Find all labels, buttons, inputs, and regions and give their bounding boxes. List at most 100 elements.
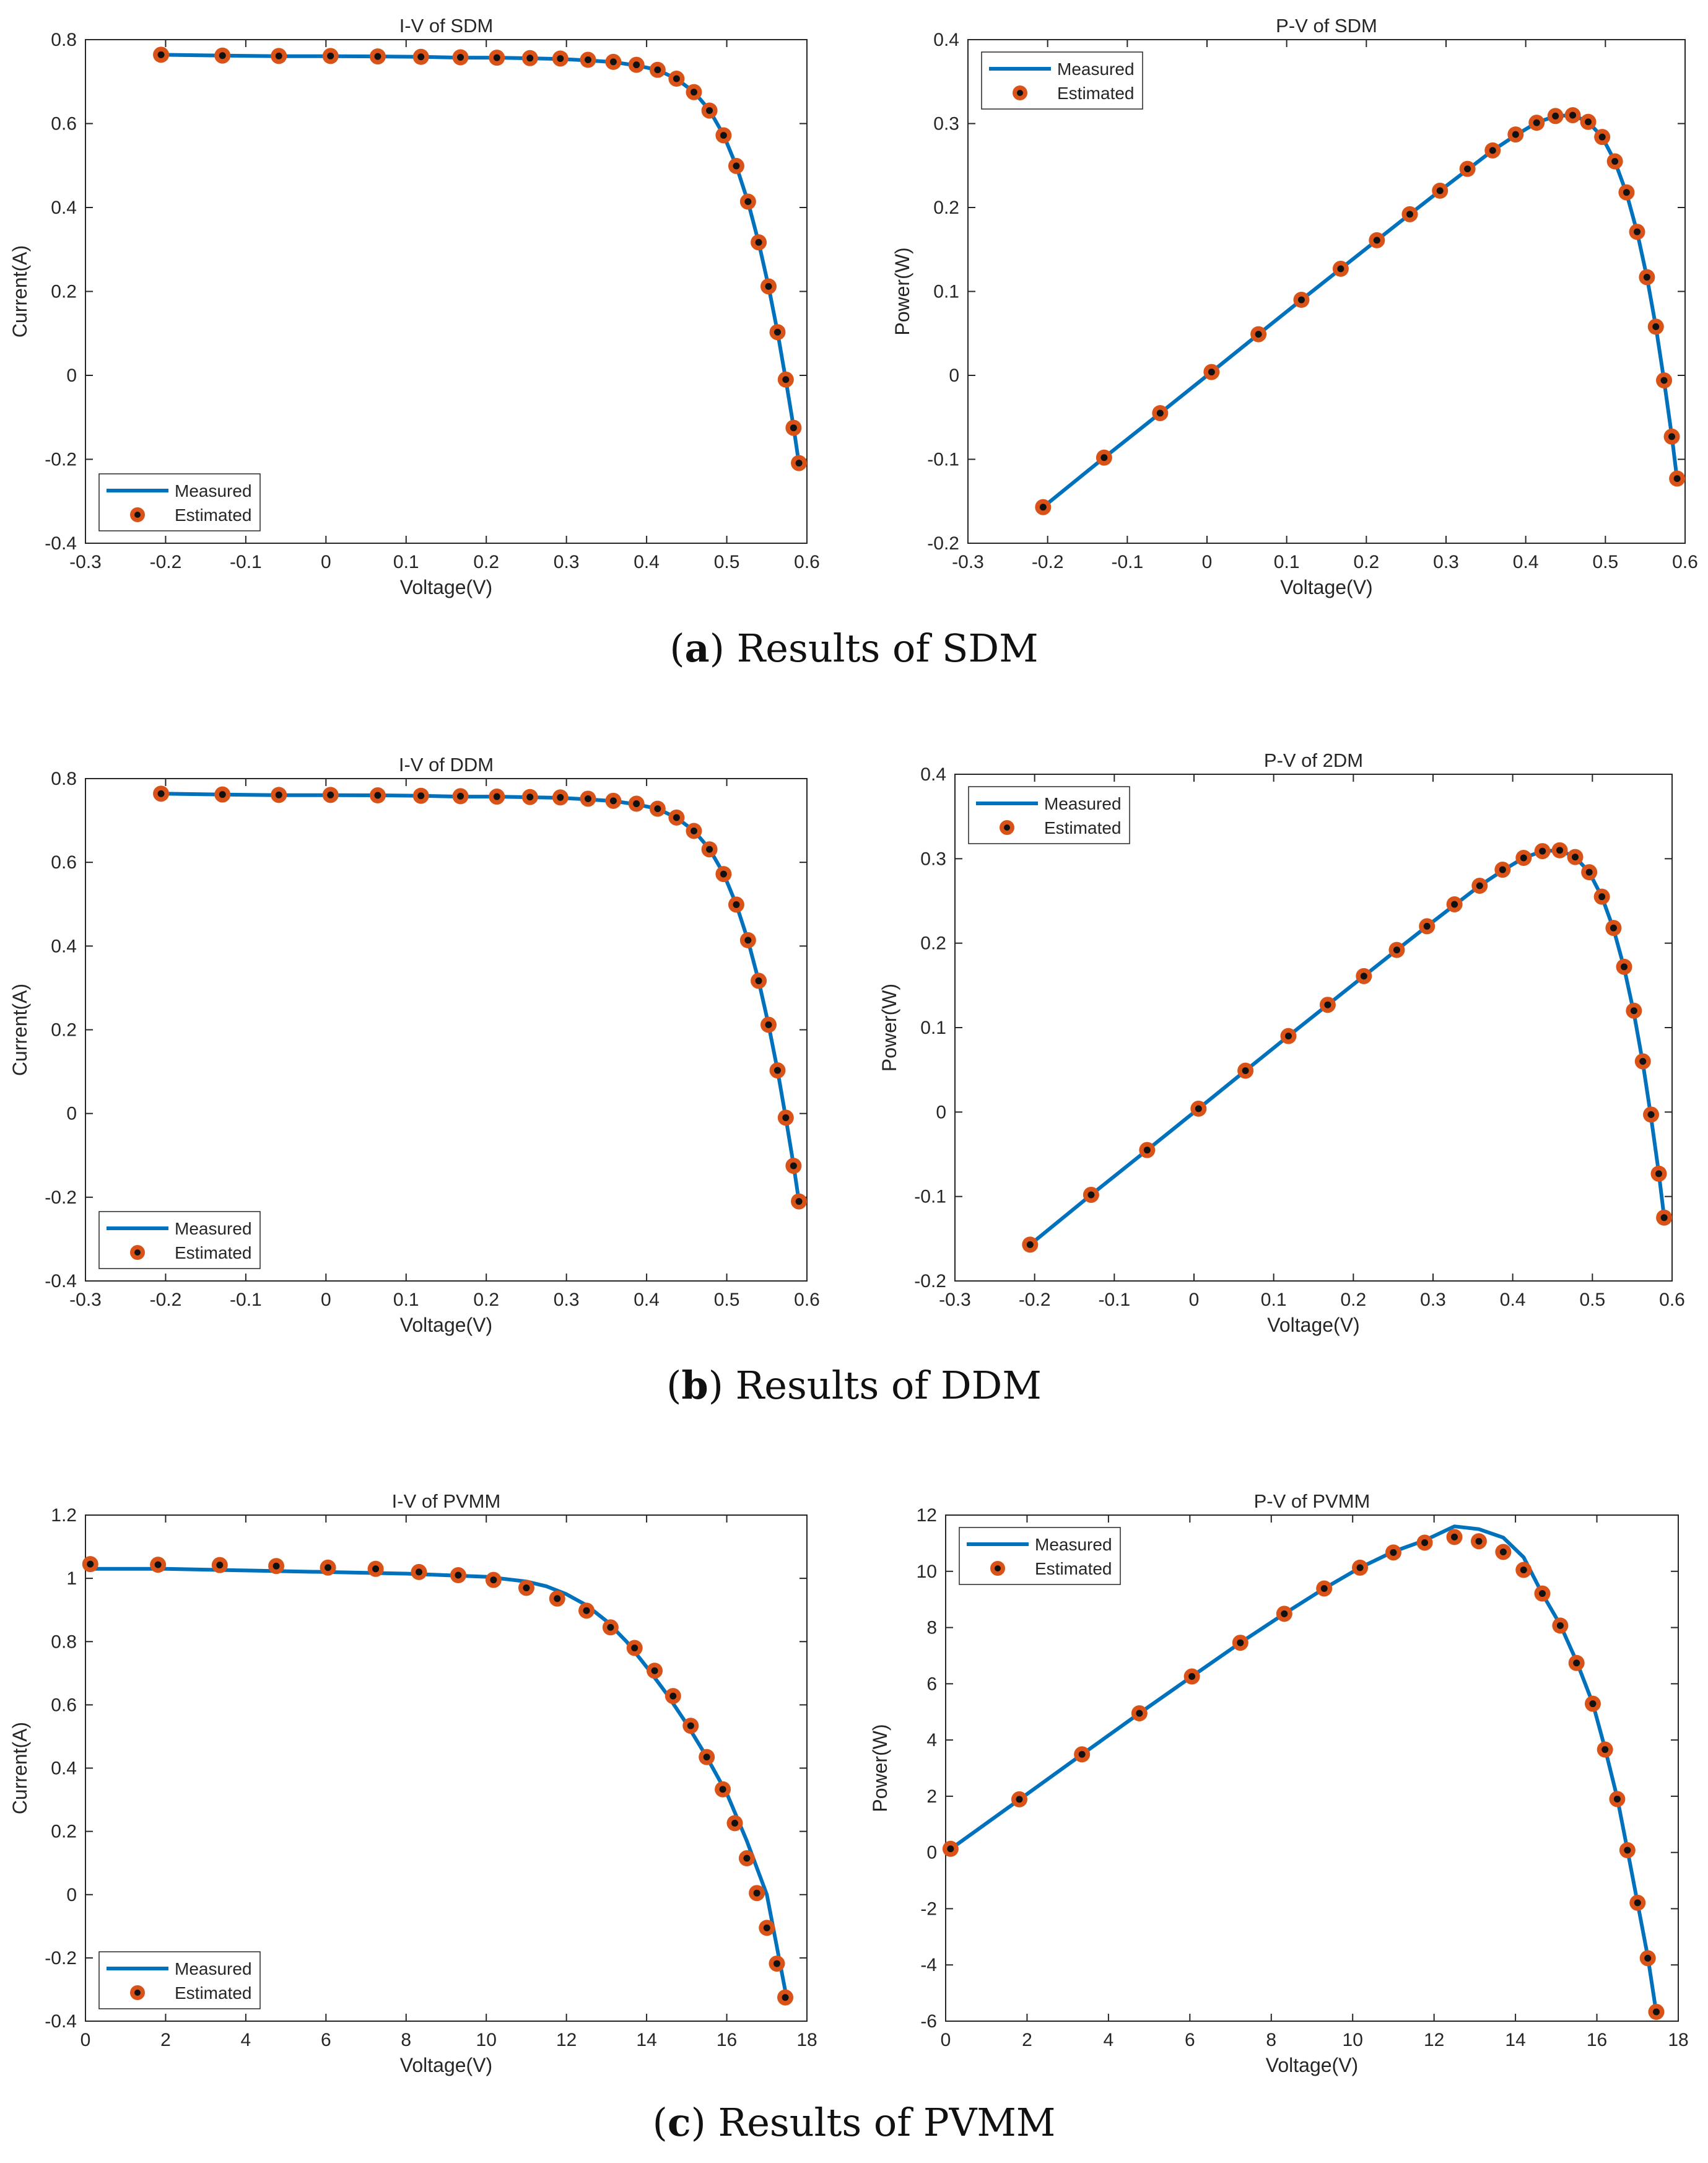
- y-tick-label: -6: [920, 2011, 937, 2032]
- y-axis-label: Current(A): [9, 984, 31, 1076]
- legend-estimated-label: Estimated: [1044, 818, 1122, 837]
- estimated-marker-center: [1556, 1622, 1564, 1629]
- estimated-marker-center: [1621, 963, 1628, 971]
- estimated-marker-center: [773, 1960, 780, 1967]
- y-axis-label: Power(W): [891, 247, 913, 335]
- y-tick-label: 1: [66, 1568, 77, 1589]
- chart-title: I-V of DDM: [399, 754, 494, 776]
- estimated-point: [1547, 108, 1564, 125]
- y-tick-label: 0: [66, 1885, 77, 1905]
- estimated-marker-center: [1630, 1007, 1637, 1015]
- caption-c-letter: c: [667, 2100, 691, 2145]
- estimated-point: [1495, 1544, 1512, 1560]
- estimated-point: [668, 71, 685, 87]
- estimated-marker-center: [690, 827, 697, 834]
- estimated-point: [521, 789, 538, 805]
- estimated-point: [211, 1557, 228, 1573]
- estimated-marker-center: [526, 793, 534, 801]
- estimated-marker-center: [1208, 369, 1215, 376]
- estimated-marker-center: [157, 51, 165, 58]
- legend-measured-label: Measured: [175, 1219, 252, 1238]
- x-tick-label: 0.3: [554, 1290, 580, 1310]
- estimated-marker-center: [790, 424, 797, 432]
- legend-box: [98, 1211, 261, 1269]
- x-tick-label: 0.3: [1433, 552, 1459, 572]
- estimated-point: [1584, 1695, 1601, 1712]
- x-tick-label: 0.4: [634, 1290, 660, 1310]
- y-tick-label: -0.4: [45, 2011, 77, 2032]
- estimated-point: [1022, 1236, 1039, 1253]
- estimated-point: [150, 1557, 167, 1573]
- estimated-point: [738, 1850, 755, 1867]
- estimated-point: [1471, 877, 1488, 894]
- y-tick-label: 2: [926, 1786, 937, 1807]
- estimated-point: [1650, 1165, 1667, 1182]
- x-tick-label: 0.3: [554, 552, 580, 572]
- caption-a: (a) Results of SDM: [669, 626, 1039, 671]
- legend-box: [959, 1527, 1121, 1585]
- estimated-marker-center: [275, 791, 282, 798]
- y-tick-label: 0.4: [51, 936, 77, 956]
- chart-title: P-V of SDM: [1276, 15, 1377, 37]
- estimated-marker-center: [1639, 1058, 1647, 1065]
- estimated-marker-center: [1284, 1033, 1292, 1040]
- x-tick-label: 0.2: [1340, 1290, 1366, 1310]
- x-tick-label: 0.5: [1579, 1290, 1605, 1310]
- estimated-point: [647, 1663, 663, 1679]
- estimated-point: [668, 809, 685, 826]
- estimated-marker-center: [493, 793, 500, 800]
- estimated-marker-center: [1660, 1214, 1668, 1221]
- estimated-point: [1663, 428, 1680, 445]
- x-tick-label: 0.6: [1659, 1290, 1685, 1310]
- plot-area: [85, 39, 808, 544]
- estimated-marker-center: [1539, 847, 1546, 855]
- estimated-point: [1083, 1186, 1099, 1203]
- x-tick-label: 0.6: [1672, 552, 1698, 572]
- estimated-point: [1594, 129, 1611, 146]
- estimated-point: [785, 419, 802, 436]
- y-tick-label: 0.2: [920, 933, 946, 954]
- estimated-point: [769, 1062, 786, 1079]
- estimated-marker-center: [372, 1565, 380, 1573]
- estimated-point: [777, 1989, 794, 2006]
- estimated-marker-center: [557, 55, 564, 62]
- x-tick-label: -0.3: [69, 552, 102, 572]
- caption-c: (c) Results of PVMM: [652, 2100, 1056, 2145]
- estimated-marker-center: [1538, 1590, 1546, 1597]
- x-tick-label: 10: [476, 2030, 497, 2050]
- estimated-marker-center: [795, 460, 803, 467]
- caption-b: (b) Results of DDM: [666, 1363, 1042, 1408]
- y-tick-label: -4: [920, 1955, 937, 1975]
- estimated-marker-center: [87, 1560, 94, 1568]
- y-tick-label: 0: [66, 1104, 77, 1124]
- estimated-marker-center: [1320, 1584, 1328, 1592]
- y-tick-label: 8: [926, 1618, 937, 1638]
- estimated-point: [777, 371, 794, 388]
- x-tick-label: 0: [1202, 552, 1213, 572]
- estimated-marker-center: [719, 1786, 726, 1793]
- estimated-marker-center: [1242, 1067, 1249, 1075]
- estimated-point: [791, 455, 808, 471]
- y-tick-label: 12: [917, 1505, 937, 1526]
- estimated-point: [1639, 269, 1655, 286]
- estimated-marker-center: [1436, 187, 1444, 194]
- estimated-point: [1237, 1062, 1254, 1079]
- x-tick-label: 4: [241, 2030, 251, 2050]
- estimated-point: [1605, 920, 1622, 937]
- estimated-point: [1446, 896, 1463, 912]
- estimated-marker-center: [947, 1845, 954, 1853]
- estimated-marker-center: [374, 53, 381, 60]
- estimated-point: [1280, 1028, 1297, 1044]
- x-tick-label: 0.3: [1420, 1290, 1446, 1310]
- estimated-marker-center: [1026, 1241, 1034, 1248]
- estimated-marker-center: [584, 56, 591, 64]
- x-tick-label: -0.1: [230, 1290, 262, 1310]
- estimated-point: [1515, 849, 1532, 866]
- estimated-point: [739, 193, 756, 210]
- estimated-point: [682, 1718, 699, 1734]
- estimated-point: [728, 157, 744, 174]
- estimated-marker-center: [1673, 475, 1681, 483]
- y-tick-label: 0.3: [920, 849, 946, 869]
- estimated-marker-center: [157, 790, 165, 797]
- y-tick-label: -2: [920, 1899, 937, 1919]
